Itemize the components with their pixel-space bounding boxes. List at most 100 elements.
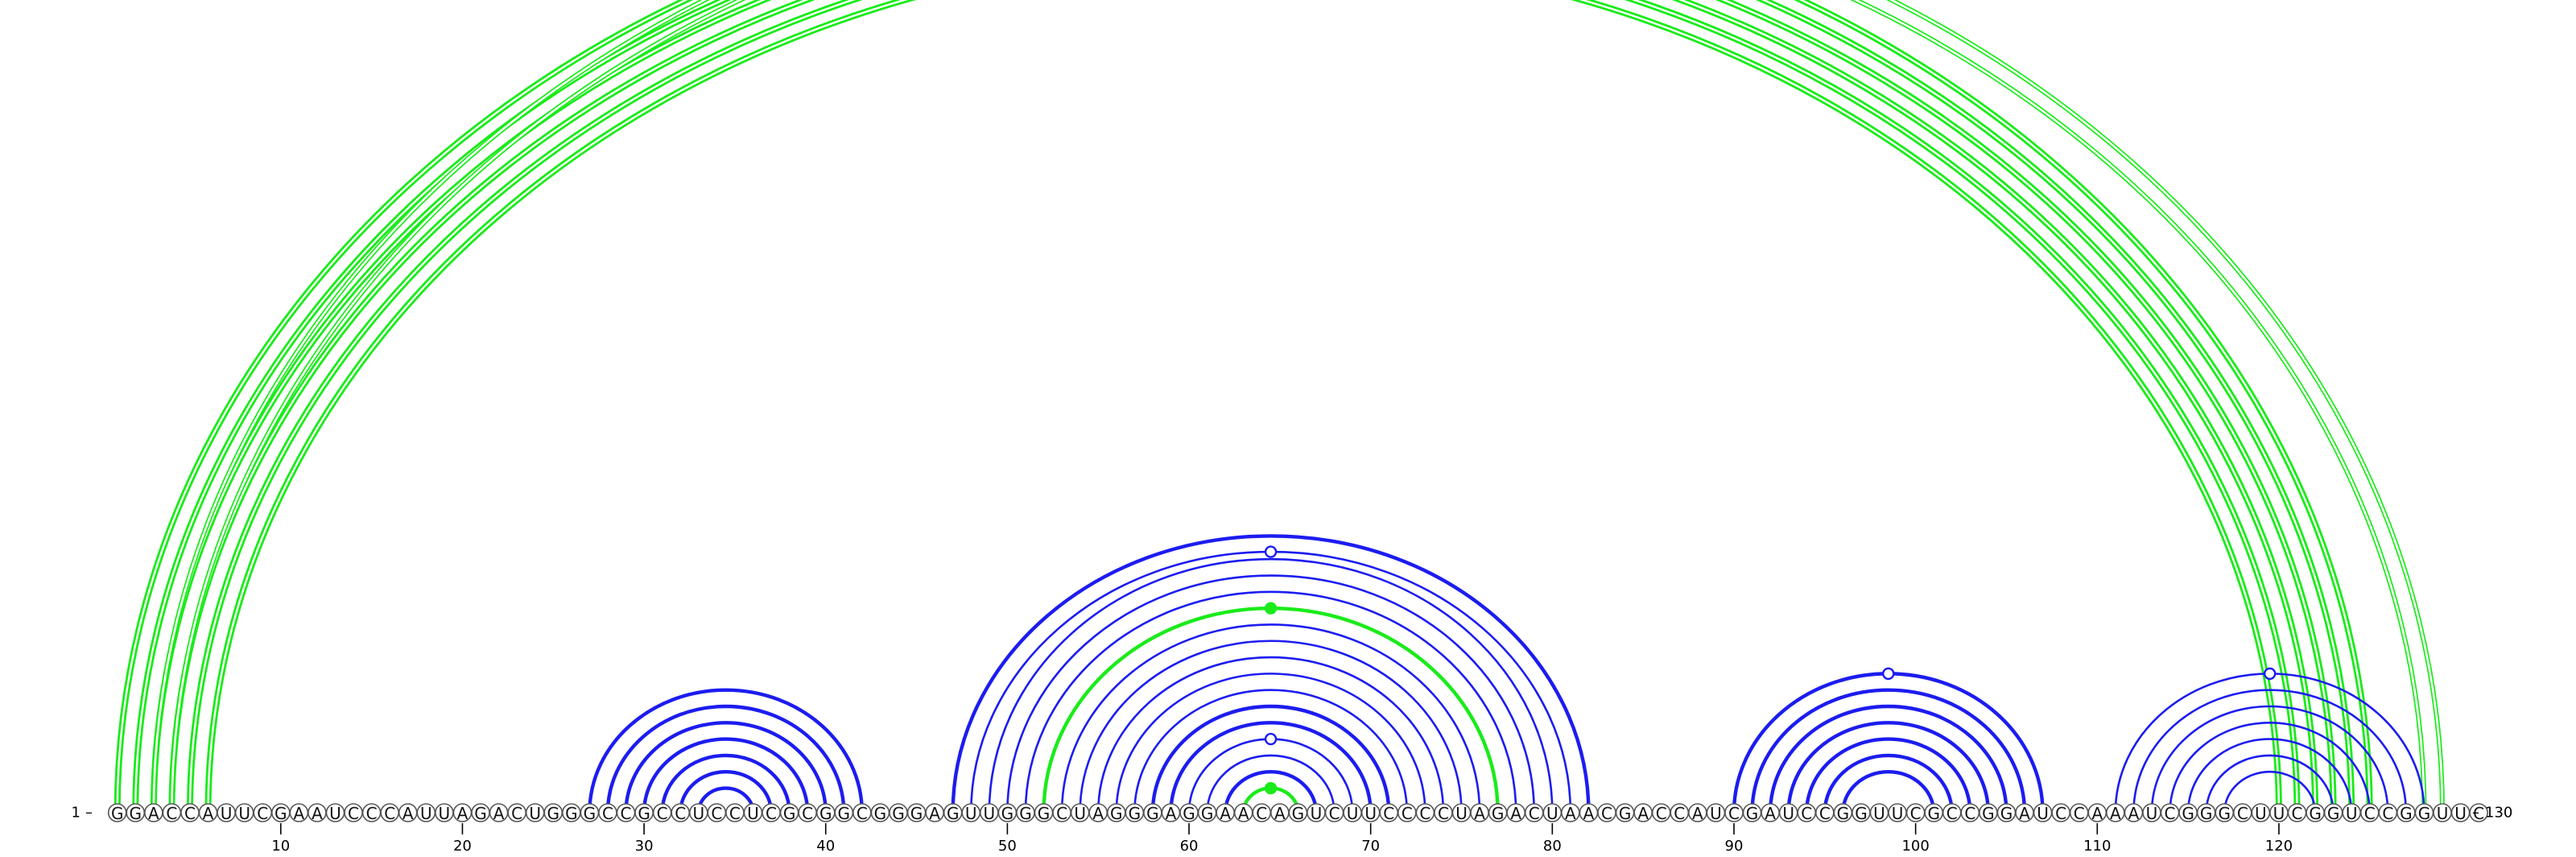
nucleotide-letter: A	[1765, 804, 1776, 823]
base-pair-arc	[1133, 689, 1409, 814]
nucleotide-letter: U	[238, 804, 250, 823]
nucleotide-letter: U	[2255, 804, 2267, 823]
nucleotide-letter: C	[802, 804, 813, 823]
nucleotide-letter: C	[1801, 804, 1812, 823]
nucleotide-letter: U	[420, 804, 432, 823]
nucleotide-letter: U	[221, 804, 233, 823]
nucleotide-letter: G	[838, 804, 851, 823]
nucleotide-letter: C	[1383, 804, 1394, 823]
nucleotide-letter: G	[130, 804, 142, 823]
nucleotide-letter: U	[2146, 804, 2158, 823]
nucleotide-letter: G	[111, 804, 124, 823]
base-pair-arc	[1096, 656, 1445, 814]
base-pair-arc	[679, 770, 774, 814]
nucleotide-letter: G	[2182, 804, 2194, 823]
base-pair-arc	[1805, 737, 1972, 814]
nucleotide-letter: G	[474, 804, 487, 823]
base-pair-arc	[1006, 574, 1536, 814]
nucleotide-letter: G	[1982, 804, 1995, 823]
base-pair-arc-outer	[114, 0, 2373, 814]
nucleotide-letter: U	[329, 804, 341, 823]
nucleotide-letter: C	[729, 804, 741, 823]
nucleotide-letter: C	[1964, 804, 1975, 823]
nucleotide-letter: A	[1474, 804, 1485, 823]
nucleotide-letter: U	[1782, 804, 1794, 823]
base-pair-arc-outer	[132, 0, 2355, 814]
nucleotide-letter: A	[2128, 804, 2140, 823]
nucleotide-letter: A	[2110, 804, 2121, 823]
nucleotide-letter: A	[1238, 804, 1249, 823]
nucleotide-letter: C	[348, 804, 359, 823]
nucleotide-letter: U	[2346, 804, 2358, 823]
nucleotide-letter: A	[1166, 804, 1177, 823]
nucleotide-letter: C	[2165, 804, 2176, 823]
base-pair-arc	[588, 688, 865, 814]
base-pair-arc	[1060, 623, 1481, 814]
base-pair-arc	[1768, 704, 2008, 814]
base-pair-arc	[642, 737, 810, 814]
nucleotide-letter: G	[1927, 804, 1940, 823]
nucleotide-letter: G	[819, 804, 832, 823]
nucleotide-letter: A	[1692, 804, 1703, 823]
nucleotide-letter: C	[257, 804, 268, 823]
arcs-layer	[114, 0, 2446, 814]
nucleotide-letter: C	[2382, 804, 2393, 823]
nucleotide-letter: C	[675, 804, 686, 823]
nucleotide-letter: G	[1746, 804, 1759, 823]
position-tick-label: 60	[1180, 838, 1199, 855]
nucleotide-letter: U	[1347, 804, 1359, 823]
nucleotide-letter: G	[2000, 804, 2013, 823]
nucleotide-letter: U	[1364, 804, 1377, 823]
nucleotide-letter: G	[2327, 804, 2340, 823]
base-pair-arc	[2205, 754, 2334, 814]
nucleotide-letter: U	[1892, 804, 1904, 823]
nucleotide-letter: G	[1019, 804, 1032, 823]
nucleotide-letter: G	[275, 804, 287, 823]
nucleotide-letter: U	[529, 804, 541, 823]
nucleotide-letter: G	[1129, 804, 1141, 823]
sequence-end-dash: –	[2472, 805, 2479, 822]
base-pair-arc-gap	[152, 0, 2334, 814]
nucleotide-letter: U	[1455, 804, 1468, 823]
nucleotide-letter: C	[1946, 804, 1958, 823]
nucleotide-letter: A	[493, 804, 505, 823]
base-pair-arc	[1786, 721, 1991, 814]
base-pair-arc	[1024, 590, 1517, 814]
nucleotide-letter: G	[1855, 804, 1868, 823]
sequence-start-label: 1	[72, 805, 80, 822]
nucleotide-letter: A	[2019, 804, 2030, 823]
position-tick-label: 40	[816, 838, 835, 855]
helix-marker-filled	[1264, 781, 1278, 795]
nucleotide-letter: U	[983, 804, 995, 823]
nucleotide-letter: C	[1819, 804, 1831, 823]
nucleotide-letter: G	[874, 804, 887, 823]
position-tick-label: 90	[1725, 838, 1744, 855]
nucleotide-letter: G	[1292, 804, 1305, 823]
nucleotide-letter: U	[1311, 804, 1323, 823]
base-pair-arc	[1750, 688, 2027, 814]
nucleotide-letter: C	[766, 804, 777, 823]
nucleotide-letter: C	[2473, 804, 2484, 823]
ticks-layer: 10 20 30 40 50 60 70 80 90 100 110 120	[271, 823, 2293, 855]
nucleotide-letter: C	[1402, 804, 1413, 823]
nucleotide-letter: C	[1419, 804, 1430, 823]
base-pair-arc	[2223, 770, 2317, 814]
nucleotide-letter: C	[2074, 804, 2085, 823]
base-pair-arc	[1169, 721, 1373, 814]
sequence-end-label: 130	[2485, 805, 2512, 822]
nucleotide-letter: U	[1074, 804, 1086, 823]
position-tick-label: 80	[1543, 838, 1562, 855]
base-pair-arc-gap	[207, 0, 2281, 814]
nucleotide-letter: U	[692, 804, 704, 823]
nucleotide-letter: C	[1438, 804, 1449, 823]
nucleotide-letter: U	[2454, 804, 2467, 823]
nucleotide-letter: U	[2273, 804, 2285, 823]
position-tick-label: 10	[271, 838, 290, 855]
base-pair-arc-gap	[171, 0, 2317, 814]
nucleotide-letter: C	[1056, 804, 1067, 823]
nucleotide-letter: U	[1546, 804, 1558, 823]
nucleotide-letter: C	[1910, 804, 1922, 823]
nucleotide-letter: U	[1710, 804, 1722, 823]
base-pair-arc	[605, 704, 846, 814]
